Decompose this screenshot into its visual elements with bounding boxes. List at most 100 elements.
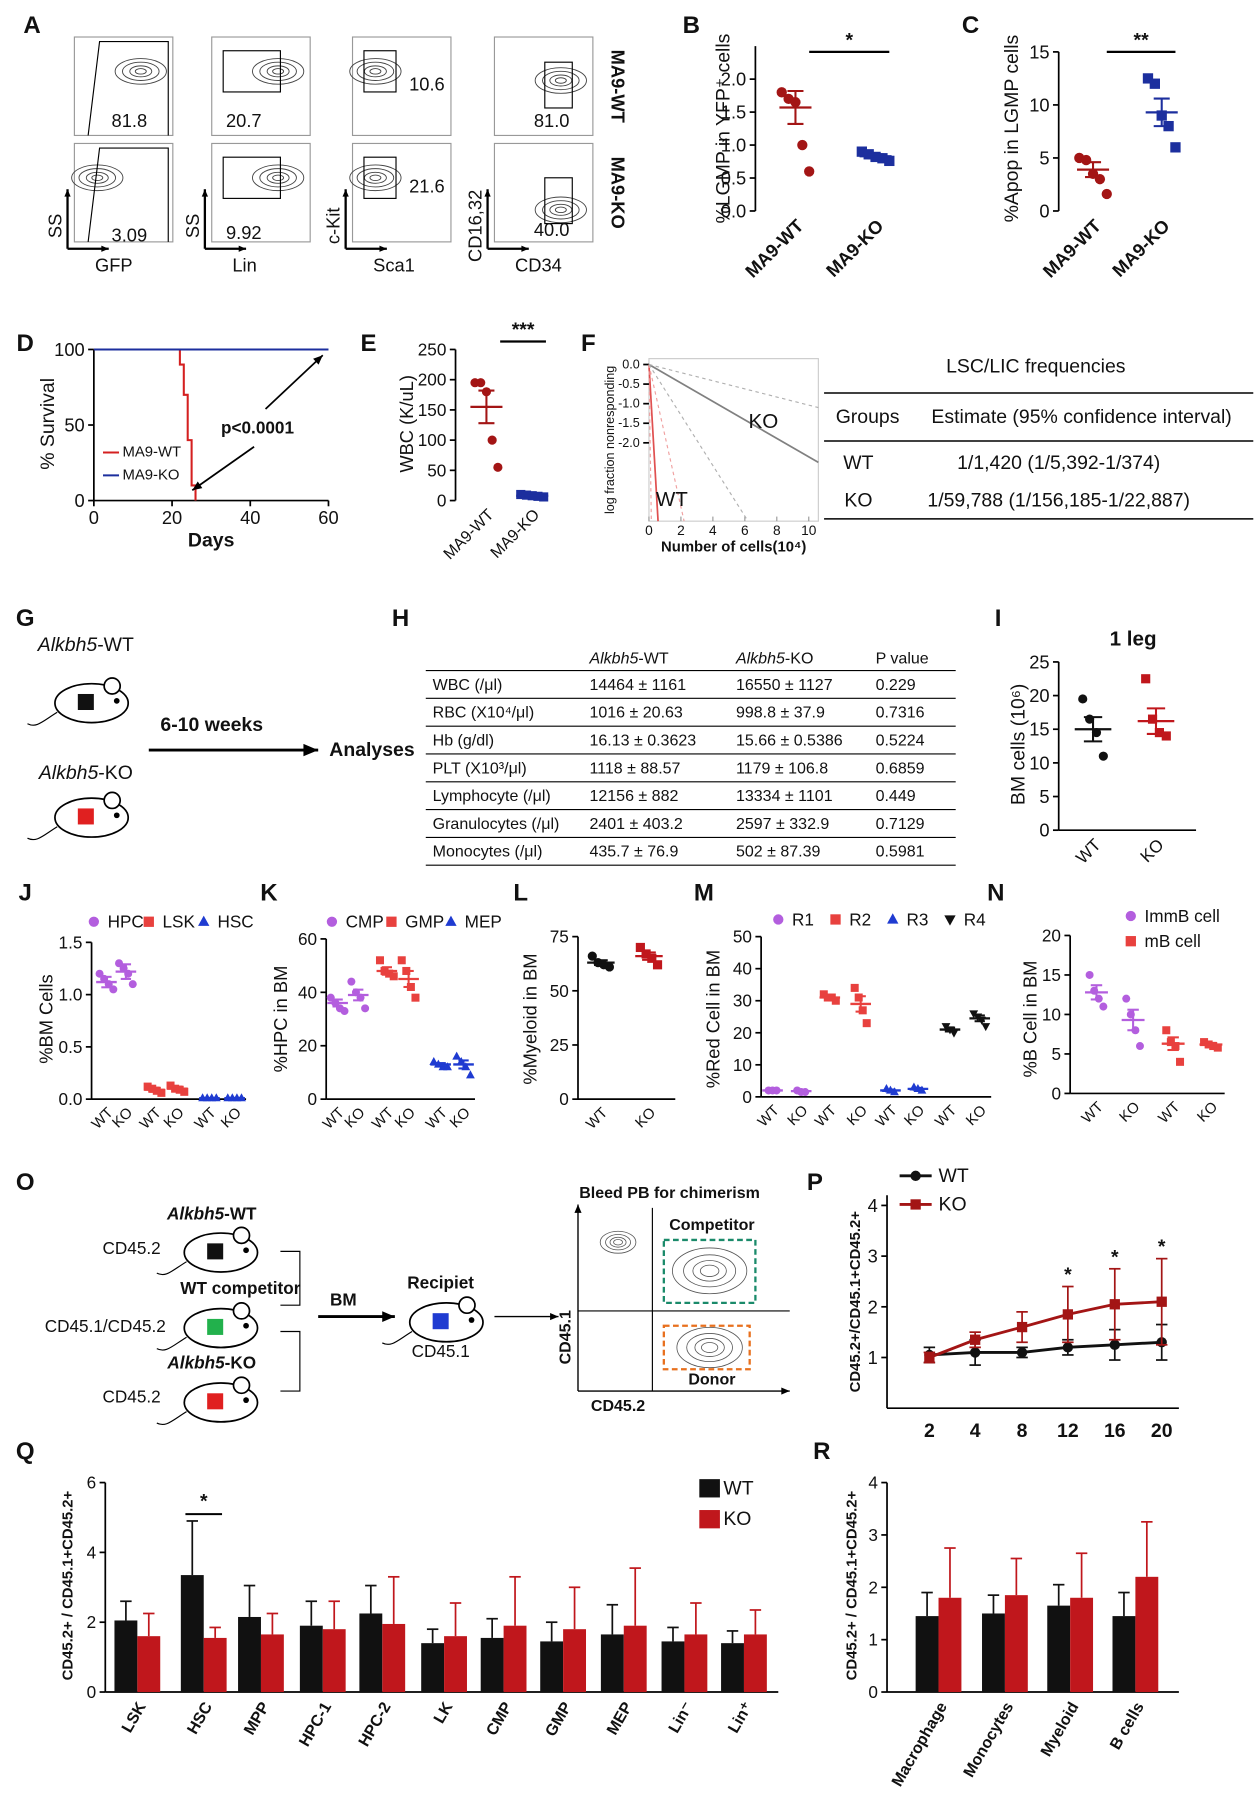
bar [938, 1597, 962, 1693]
legend-label: ImmB cell [1145, 906, 1220, 926]
bar [1112, 1616, 1136, 1693]
panel-label: G [16, 605, 35, 632]
y-tick-label: 5 [1051, 1044, 1061, 1064]
contour [672, 1247, 748, 1295]
gate [222, 156, 281, 199]
x-tick-label: 4 [709, 523, 717, 538]
arrow-head [101, 245, 109, 252]
legend-marker [910, 1199, 921, 1210]
y-tick-label: 20 [733, 1023, 752, 1043]
contour [134, 68, 147, 75]
flow-plot [73, 142, 174, 243]
x-axis-label: Days [188, 530, 235, 552]
data-point [884, 155, 895, 167]
arrow-head [64, 189, 71, 197]
annotation: p<0.0001 [221, 417, 294, 437]
gate [87, 147, 169, 242]
gate-value: 3.09 [112, 225, 148, 246]
x-tick-label: 2 [677, 523, 685, 538]
y-tick-label: 10 [1042, 1004, 1061, 1024]
mouse-eye [243, 1322, 249, 1329]
x-axis-label: Sca1 [373, 254, 415, 275]
x-axis-label: Number of cells(10⁴) [661, 539, 806, 555]
table-cell: 0.6859 [876, 759, 925, 777]
mouse-eye [243, 1247, 249, 1254]
x-axis-label: Lin [232, 254, 256, 275]
gate [363, 50, 397, 93]
legend-label: MA9-WT [122, 444, 181, 460]
legend-marker [887, 913, 899, 924]
x-tick-label: 20 [1151, 1420, 1173, 1442]
data-point [1170, 142, 1181, 153]
mouse-eye [468, 1317, 475, 1323]
arrow-label: 6-10 weeks [160, 714, 263, 736]
data-point [858, 1006, 867, 1015]
gate-value: 9.92 [226, 222, 262, 243]
y-tick-label: 5 [1039, 786, 1049, 807]
significance: ** [1134, 29, 1150, 51]
y-tick-label: 0.5 [721, 168, 746, 189]
data-point [1149, 78, 1160, 89]
table-header: P value [876, 650, 929, 668]
y-tick-label: 2 [868, 1296, 878, 1317]
data-point [1016, 1321, 1028, 1333]
contour [252, 58, 305, 85]
data-point [1109, 1339, 1120, 1350]
arrow-head [201, 189, 208, 197]
legend-marker [445, 915, 457, 926]
bar [203, 1637, 227, 1693]
gate [222, 50, 281, 93]
mouse-eye [113, 697, 120, 704]
contour [694, 1338, 725, 1357]
mouse-tail [382, 1331, 413, 1345]
table-cell: WT [843, 452, 873, 474]
legend-label: HSC [217, 912, 253, 932]
data-point [1099, 1002, 1108, 1011]
data-point [157, 1088, 166, 1097]
y-tick-label: 50 [64, 415, 84, 436]
genotype-label: Alkbh5-WT [37, 634, 134, 656]
arrow-head [574, 1204, 582, 1213]
data-point [587, 951, 597, 961]
y-tick-label: 0 [868, 1682, 878, 1702]
significance: * [1064, 1264, 1072, 1286]
legend-label: WT [939, 1165, 969, 1187]
y-tick-label: 1 [868, 1630, 878, 1650]
y-tick-label: 200 [418, 370, 447, 390]
table-cell: 0.449 [876, 787, 916, 805]
data-point [128, 980, 137, 989]
bar [661, 1641, 685, 1693]
table-cell: Lymphocyte (/μl) [433, 787, 551, 805]
data-point [347, 977, 356, 986]
data-point [1085, 970, 1094, 979]
x-tick-label: 40 [240, 507, 260, 528]
table-cell: 12156 ± 882 [589, 787, 678, 805]
table-header: Estimate (95% confidence interval) [931, 406, 1231, 428]
x-axis-label: GFP [95, 254, 133, 275]
table-title: LSC/LIC frequencies [946, 356, 1126, 378]
contour [676, 1326, 743, 1369]
mouse-ear [232, 1226, 251, 1245]
data-point [1171, 1042, 1180, 1051]
bar [480, 1637, 504, 1693]
data-point [1142, 73, 1154, 84]
mouse-marker [207, 1393, 224, 1410]
legend-label: GMP [405, 912, 444, 932]
mouse-ear [458, 1296, 476, 1315]
data-point [856, 146, 867, 157]
gate-value: 81.0 [534, 110, 570, 131]
annotation: KO [749, 410, 779, 433]
y-tick-label: 4 [87, 1542, 97, 1562]
table-header: Alkbh5-KO [735, 650, 813, 668]
data-point [1094, 174, 1106, 185]
data-point [452, 1051, 462, 1060]
gate-value: 40.0 [534, 219, 570, 240]
contour [605, 1234, 631, 1251]
y-tick-label: 15 [1042, 965, 1061, 985]
mouse-ear [103, 677, 122, 695]
y-axis-label: %B Cell in BM [1020, 961, 1041, 1078]
y-axis-label: log fraction nonresponding [603, 366, 617, 514]
panel-label: J [19, 880, 32, 907]
mouse-eye [113, 812, 120, 819]
x-tick-label: 2 [924, 1420, 935, 1442]
